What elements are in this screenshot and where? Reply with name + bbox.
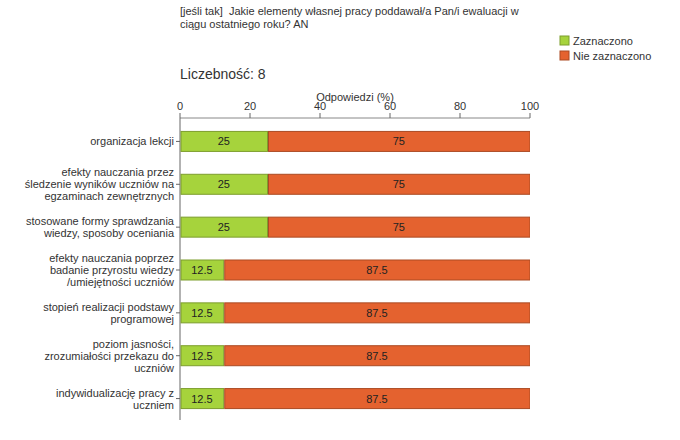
category-label-line: /umiejętności uczniów: [67, 276, 174, 288]
legend-label: Zaznaczono: [573, 35, 633, 47]
data-label: 12.5: [191, 393, 212, 405]
data-label: 25: [218, 221, 230, 233]
category-label-line: programowej: [110, 313, 174, 325]
tick: [390, 113, 391, 118]
data-labels: 25 75 25 75 25 75 12.5 87.5 12.5 87.5 12.5 87.5 12.5…: [191, 135, 405, 404]
data-label: 25: [218, 135, 230, 147]
category-label-line: zrozumiałości przekazu do: [44, 350, 174, 362]
axis-label: Odpowiedzi (%): [316, 91, 394, 103]
tick: [250, 113, 251, 118]
bar: [225, 346, 530, 366]
legend-swatch: [560, 51, 569, 60]
bar: [181, 174, 268, 194]
data-label: 75: [393, 135, 405, 147]
bar: [225, 260, 530, 280]
category-label-line: poziom jasności,: [93, 338, 174, 350]
data-label: 87.5: [366, 264, 387, 276]
category-label-line: stosowane formy sprawdzania: [26, 215, 175, 227]
tick: [176, 312, 180, 313]
data-label: 75: [393, 221, 405, 233]
data-label: 75: [393, 178, 405, 190]
tick: [460, 113, 461, 118]
bar: [181, 131, 268, 151]
bars: [181, 131, 530, 408]
bar: [225, 303, 530, 323]
tick: [320, 113, 321, 118]
axis-line: [180, 118, 181, 420]
category-label: indywidualizację pracy zuczniem: [56, 387, 174, 411]
tick: [530, 113, 531, 118]
data-label: 87.5: [366, 393, 387, 405]
tick: [176, 184, 180, 185]
tick-label: 80: [454, 100, 466, 112]
chart: Odpowiedzi (%) 0 20 40 60 80 100 25 75 25 75 25 75 12…: [0, 0, 680, 440]
tick: [176, 141, 180, 142]
category-label-line: wiedzy, sposoby oceniania: [43, 227, 175, 239]
bar: [181, 217, 268, 237]
category-label-line: efekty nauczania przez: [61, 166, 174, 178]
data-label: 12.5: [191, 350, 212, 362]
category-label-line: efekty nauczania poprzez: [49, 252, 174, 264]
tick-label: 40: [314, 100, 326, 112]
tick: [180, 113, 181, 118]
subtitle: Liczebność: 8: [180, 66, 266, 82]
axis-line: [180, 118, 530, 119]
tick: [176, 227, 180, 228]
data-label: 12.5: [191, 264, 212, 276]
category-label: poziom jasności,zrozumiałości przekazu d…: [44, 338, 174, 374]
category-label-line: uczniem: [133, 399, 174, 411]
category-label-line: badanie przyrostu wiedzy: [50, 264, 175, 276]
tick: [176, 270, 180, 271]
tick-label: 20: [244, 100, 256, 112]
legend-swatch: [560, 36, 569, 45]
tick-label: 60: [384, 100, 396, 112]
tick-label: 0: [177, 100, 183, 112]
data-label: 25: [218, 178, 230, 190]
bar: [269, 217, 531, 237]
data-label: 87.5: [366, 350, 387, 362]
bar: [181, 303, 224, 323]
category-label-line: indywidualizację pracy z: [56, 387, 174, 399]
data-label: 12.5: [191, 307, 212, 319]
bar: [225, 389, 530, 409]
legend-label: Nie zaznaczono: [573, 50, 651, 62]
title: [jeśli tak] Jakie elementy własnej pracy…: [180, 5, 540, 31]
category-label: efekty nauczania poprzezbadanie przyrost…: [49, 252, 174, 288]
tick: [176, 398, 180, 399]
tick: [176, 355, 180, 356]
bar: [181, 260, 224, 280]
bar: [181, 346, 224, 366]
category-label: stopień realizacji podstawyprogramowej: [43, 301, 174, 325]
category-label: stosowane formy sprawdzaniawiedzy, sposo…: [26, 215, 175, 239]
category-label-line: stopień realizacji podstawy: [43, 301, 174, 313]
category-label-line: uczniów: [134, 362, 174, 374]
tick-label: 100: [521, 100, 539, 112]
bar: [269, 174, 531, 194]
category-label: efekty nauczania przezśledzenie wyników …: [25, 166, 175, 202]
category-label-line: egzaminach zewnętrznych: [44, 190, 174, 202]
data-label: 87.5: [366, 307, 387, 319]
category-label: organizacja lekcji: [90, 135, 174, 147]
bar: [269, 131, 531, 151]
category-label-line: śledzenie wyników uczniów na: [25, 178, 175, 190]
category-label-line: organizacja lekcji: [90, 135, 174, 147]
bar: [181, 389, 224, 409]
